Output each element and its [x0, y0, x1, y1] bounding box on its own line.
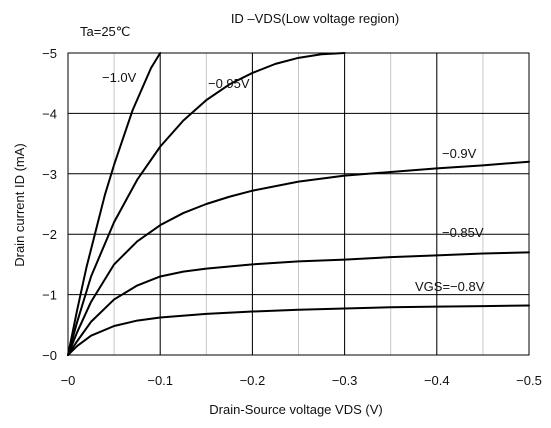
curve-label: VGS=−0.8V	[415, 279, 485, 294]
plot-frame	[67, 52, 530, 356]
curve-line	[67, 160, 530, 356]
y-tick-label: −1	[42, 288, 57, 303]
x-tick-label: −0.3	[332, 373, 358, 388]
curve-line	[67, 52, 346, 356]
curve-label: −0.95V	[208, 76, 250, 91]
y-tick-label: −4	[42, 106, 57, 121]
x-tick-label: −0.4	[424, 373, 450, 388]
curve-label: −0.9V	[442, 146, 477, 161]
y-tick-label: −2	[42, 227, 57, 242]
curve-label: −0.85V	[442, 225, 484, 240]
x-tick-label: −0	[61, 373, 76, 388]
temperature-label: Ta=25℃	[80, 24, 130, 39]
curve-labels: −1.0V −0.95V −0.9V −0.85V VGS=−0.8V	[102, 70, 485, 294]
curve-line	[67, 52, 162, 356]
x-axis-label: Drain-Source voltage VDS (V)	[209, 402, 382, 417]
x-tick-label: −0.2	[240, 373, 266, 388]
y-tick-label: −5	[42, 46, 57, 61]
curves	[67, 52, 530, 356]
y-tick-label: −3	[42, 167, 57, 182]
x-tick-label: −0.1	[147, 373, 173, 388]
y-tick-labels: −0 −1 −2 −3 −4 −5	[42, 46, 57, 363]
chart-title: ID –VDS(Low voltage region)	[231, 11, 399, 26]
curve-line	[67, 251, 530, 356]
y-tick-label: −0	[42, 348, 57, 363]
x-tick-labels: −0 −0.1 −0.2 −0.3 −0.4 −0.5	[61, 373, 542, 388]
curve-line	[67, 304, 530, 356]
x-tick-label: −0.5	[516, 373, 542, 388]
y-axis-label: Drain current ID (mA)	[12, 143, 27, 267]
curve-label: −1.0V	[102, 70, 137, 85]
